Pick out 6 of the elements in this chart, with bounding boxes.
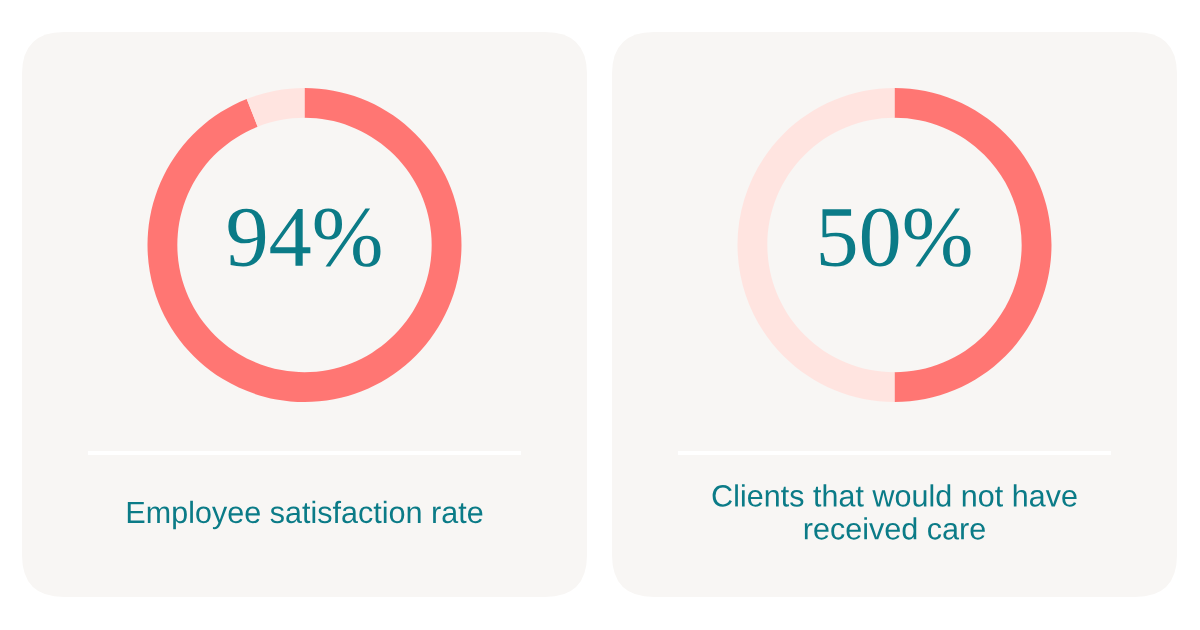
donut-slice	[147, 88, 462, 402]
text: Clients that would not have received care	[712, 484, 1077, 540]
data-label: 50%	[820, 208, 971, 267]
donut-slice	[246, 88, 305, 127]
data-label: 94%	[228, 208, 381, 267]
text: Employee satisfaction rate	[127, 500, 483, 530]
